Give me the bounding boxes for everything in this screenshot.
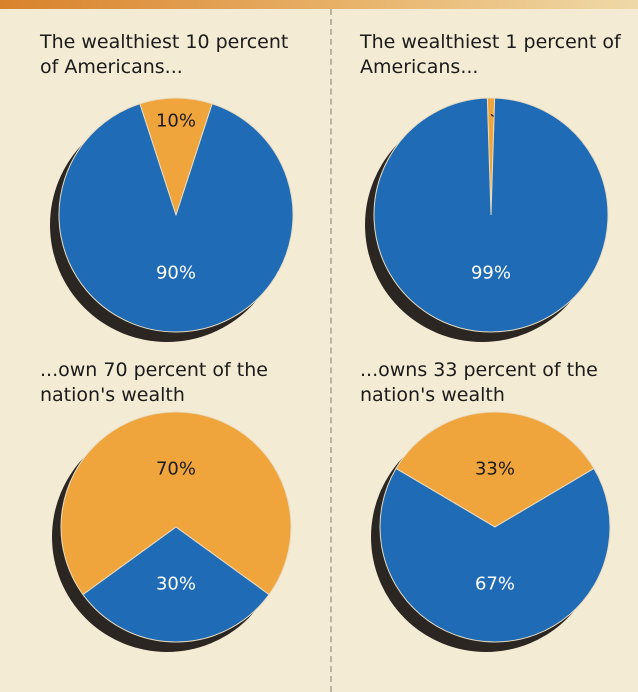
pie-slice [139, 97, 213, 217]
pie-title: ...own 70 percent of the nation's wealth [40, 359, 268, 406]
slice-label: 67% [475, 574, 515, 595]
slice-label: 90% [156, 263, 196, 284]
pie-slice [58, 103, 294, 333]
pie-title: The wealthiest 10 percent of Americans..… [40, 31, 289, 78]
slice-label: 99% [471, 263, 511, 284]
slice-label: 10% [156, 110, 196, 131]
top-stripe [0, 0, 638, 9]
pie-slice [373, 97, 609, 333]
slice-label: 33% [475, 459, 515, 480]
pie-slice [60, 411, 292, 596]
pie-slice [395, 411, 595, 528]
divider [330, 9, 332, 692]
slice-label: 70% [156, 459, 196, 480]
pie-slice [379, 467, 611, 643]
slice-label: 30% [156, 574, 196, 595]
pie-title: The wealthiest 1 percent of Americans... [360, 31, 621, 78]
pie-title: ...owns 33 percent of the nation's wealt… [360, 359, 598, 406]
pie-slice [82, 526, 270, 643]
